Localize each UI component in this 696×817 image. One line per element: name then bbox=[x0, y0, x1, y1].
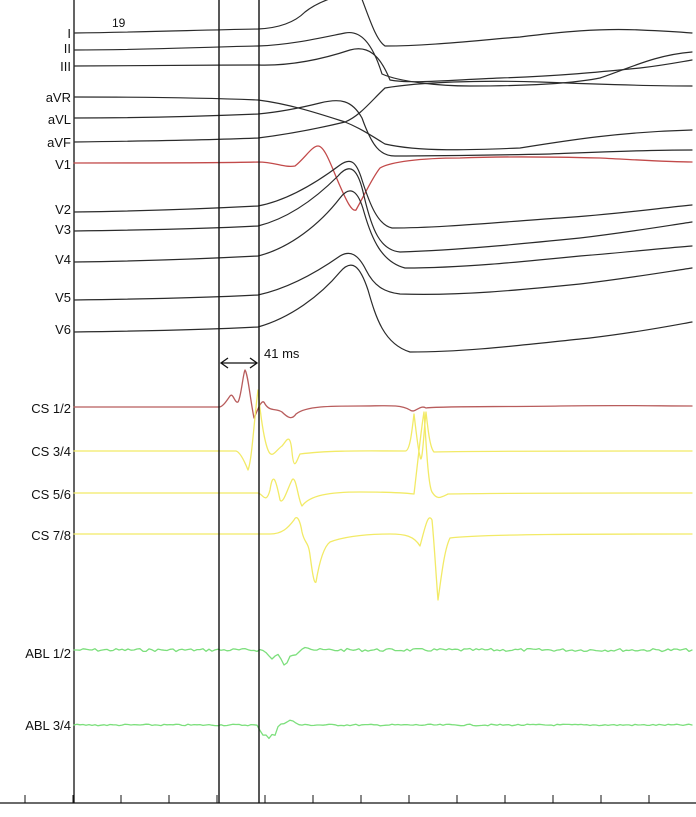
lead-label-cs34: CS 3/4 bbox=[31, 444, 71, 459]
lead-label-abl12: ABL 1/2 bbox=[25, 646, 71, 661]
lead-label-V4: V4 bbox=[55, 252, 71, 267]
lead-label-aVF: aVF bbox=[47, 135, 71, 150]
trace-lead-V2 bbox=[73, 160, 693, 229]
trace-lead-III bbox=[73, 48, 693, 83]
lead-label-aVR: aVR bbox=[46, 90, 71, 105]
time-axis-ticks bbox=[24, 795, 650, 803]
interval-arrow bbox=[219, 357, 259, 369]
lead-label-cs78: CS 7/8 bbox=[31, 528, 71, 543]
lead-label-III: III bbox=[60, 59, 71, 74]
lead-label-abl34: ABL 3/4 bbox=[25, 718, 71, 733]
trace-abl-12 bbox=[73, 646, 693, 666]
traces bbox=[73, 0, 693, 740]
trace-lead-V5 bbox=[73, 252, 693, 301]
trace-lead-I-b bbox=[361, 0, 693, 47]
trace-abl-34 bbox=[73, 719, 693, 740]
lead-label-V2: V2 bbox=[55, 202, 71, 217]
trace-cs-12 bbox=[73, 369, 693, 419]
trace-lead-aVF bbox=[73, 80, 693, 143]
trace-lead-V6 bbox=[73, 264, 693, 353]
lead-label-I: I bbox=[67, 26, 71, 41]
surface-lead-labels: I II III aVR aVL aVF V1 V2 V3 V4 V5 V6 bbox=[46, 26, 71, 337]
lead-label-V3: V3 bbox=[55, 222, 71, 237]
trace-lead-aVL bbox=[73, 100, 693, 157]
lead-label-cs12: CS 1/2 bbox=[31, 401, 71, 416]
trace-cs-56 bbox=[73, 411, 693, 507]
trace-lead-V1 bbox=[73, 145, 693, 211]
trace-cs-34 bbox=[73, 389, 693, 471]
trace-cs-78 bbox=[73, 517, 693, 601]
lead-label-II: II bbox=[64, 41, 71, 56]
lead-label-cs56: CS 5/6 bbox=[31, 487, 71, 502]
trace-lead-V4 bbox=[73, 190, 693, 269]
lead-label-V5: V5 bbox=[55, 290, 71, 305]
trace-lead-II bbox=[73, 31, 693, 87]
beat-number: 19 bbox=[112, 16, 126, 30]
interval-label: 41 ms bbox=[264, 346, 300, 361]
trace-lead-V3 bbox=[73, 168, 693, 253]
trace-lead-I-a bbox=[73, 0, 329, 34]
intracardiac-lead-labels: CS 1/2 CS 3/4 CS 5/6 CS 7/8 ABL 1/2 ABL … bbox=[25, 401, 71, 733]
trace-lead-aVR bbox=[73, 96, 693, 151]
lead-label-V1: V1 bbox=[55, 157, 71, 172]
lead-label-V6: V6 bbox=[55, 322, 71, 337]
lead-label-aVL: aVL bbox=[48, 112, 71, 127]
